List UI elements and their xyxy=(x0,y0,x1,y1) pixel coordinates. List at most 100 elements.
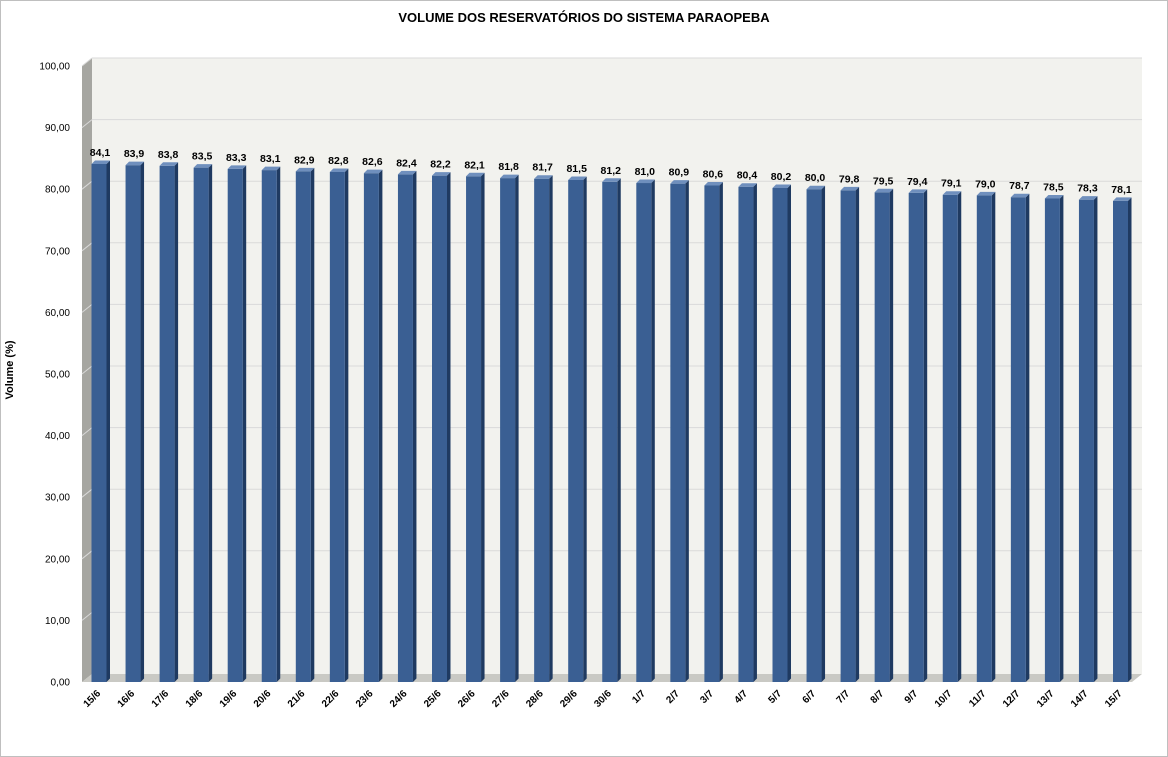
bar-side xyxy=(617,178,621,683)
bar xyxy=(704,185,720,682)
bar xyxy=(534,178,550,682)
bar-top xyxy=(193,164,213,168)
x-tick-label: 4/7 xyxy=(732,688,750,706)
bar-side xyxy=(889,188,894,682)
bar xyxy=(670,183,686,682)
data-label: 82,9 xyxy=(294,154,315,166)
x-tick-label: 10/7 xyxy=(933,688,955,710)
bar xyxy=(738,186,754,682)
bar xyxy=(295,171,311,682)
data-label: 81,5 xyxy=(566,163,587,175)
x-tick-label: 27/6 xyxy=(490,688,512,710)
y-tick-label: 0,00 xyxy=(51,678,71,689)
bar-top xyxy=(636,179,655,184)
x-tick-label: 14/7 xyxy=(1069,688,1091,710)
bar xyxy=(806,189,822,682)
y-tick-label: 20,00 xyxy=(45,554,70,565)
bar xyxy=(500,178,516,682)
bar-top xyxy=(91,160,110,164)
x-tick-label: 19/6 xyxy=(218,688,240,710)
bar-top xyxy=(1113,197,1132,201)
bar-side xyxy=(242,165,247,682)
y-tick-label: 60,00 xyxy=(45,308,70,319)
bar-side xyxy=(447,172,451,682)
x-tick-label: 29/6 xyxy=(558,688,580,710)
bar xyxy=(397,174,413,682)
x-tick-label: 15/6 xyxy=(82,688,104,710)
data-label: 82,2 xyxy=(430,159,451,171)
bar-side xyxy=(208,164,213,682)
bar-side xyxy=(957,191,962,682)
data-label: 82,6 xyxy=(362,156,383,168)
x-tick-label: 3/7 xyxy=(698,688,716,706)
data-label: 82,8 xyxy=(328,155,349,167)
bar-top xyxy=(534,175,553,179)
bar xyxy=(602,181,618,683)
y-tick-label: 100,00 xyxy=(39,62,70,73)
bar-side xyxy=(1128,197,1132,683)
data-label: 81,2 xyxy=(601,165,622,177)
data-label: 84,1 xyxy=(90,147,111,159)
data-label: 80,4 xyxy=(737,170,758,182)
bar-top xyxy=(227,165,247,169)
bar-top xyxy=(295,167,315,172)
bar-side xyxy=(1025,193,1030,682)
gridline-side xyxy=(81,427,93,436)
data-label: 79,4 xyxy=(907,176,928,188)
chart-title: VOLUME DOS RESERVATÓRIOS DO SISTEMA PARA… xyxy=(398,10,770,25)
bar-top xyxy=(1044,194,1064,199)
x-tick-label: 18/6 xyxy=(184,688,206,710)
bar xyxy=(227,168,243,682)
x-tick-label: 17/6 xyxy=(150,688,172,710)
x-tick-label: 12/7 xyxy=(1001,688,1023,710)
x-tick-label: 28/6 xyxy=(524,688,546,710)
data-label: 82,4 xyxy=(396,157,417,169)
y-tick-label: 70,00 xyxy=(45,246,70,257)
bar-side xyxy=(1093,196,1098,682)
x-tick-label: 30/6 xyxy=(592,688,614,710)
bar-top xyxy=(602,178,621,182)
bar-top xyxy=(806,185,826,190)
x-tick-label: 11/7 xyxy=(967,688,988,709)
bar xyxy=(1010,197,1026,682)
bar-top xyxy=(1010,193,1030,198)
x-tick-label: 21/6 xyxy=(286,688,308,710)
x-tick-label: 23/6 xyxy=(354,688,376,710)
x-tick-label: 22/6 xyxy=(320,688,342,710)
bar xyxy=(636,183,652,683)
data-label: 83,9 xyxy=(124,148,145,160)
bar-top xyxy=(738,183,757,187)
x-tick-label: 15/7 xyxy=(1103,688,1125,710)
bar-top xyxy=(568,176,587,180)
bar-side xyxy=(719,182,723,682)
data-label: 79,1 xyxy=(941,178,962,190)
data-label: 79,0 xyxy=(975,178,996,190)
x-tick-label: 26/6 xyxy=(456,688,478,710)
data-label: 83,3 xyxy=(226,152,247,164)
bar xyxy=(874,192,890,682)
bar-top xyxy=(329,168,349,172)
bar-side xyxy=(174,162,179,683)
bar-top xyxy=(942,191,962,195)
x-tick-label: 1/7 xyxy=(630,688,648,706)
data-label: 80,6 xyxy=(703,169,724,181)
bar xyxy=(772,187,788,682)
bar-side xyxy=(991,191,996,683)
bar xyxy=(125,165,141,682)
gridline-side xyxy=(81,612,93,621)
data-label: 80,9 xyxy=(669,167,690,179)
data-label: 78,3 xyxy=(1077,183,1098,195)
data-label: 80,2 xyxy=(771,171,792,183)
bar-side xyxy=(855,186,860,682)
bar-top xyxy=(261,166,281,171)
bar-side xyxy=(583,176,587,682)
gridline-side xyxy=(81,365,93,375)
bar-side xyxy=(787,184,791,682)
data-label: 78,5 xyxy=(1043,181,1064,193)
bar-side xyxy=(753,183,757,682)
data-label: 80,0 xyxy=(805,172,826,184)
data-label: 81,7 xyxy=(532,162,553,174)
bar xyxy=(1044,198,1060,682)
gridline-side xyxy=(81,57,93,67)
bar-side xyxy=(923,189,928,682)
